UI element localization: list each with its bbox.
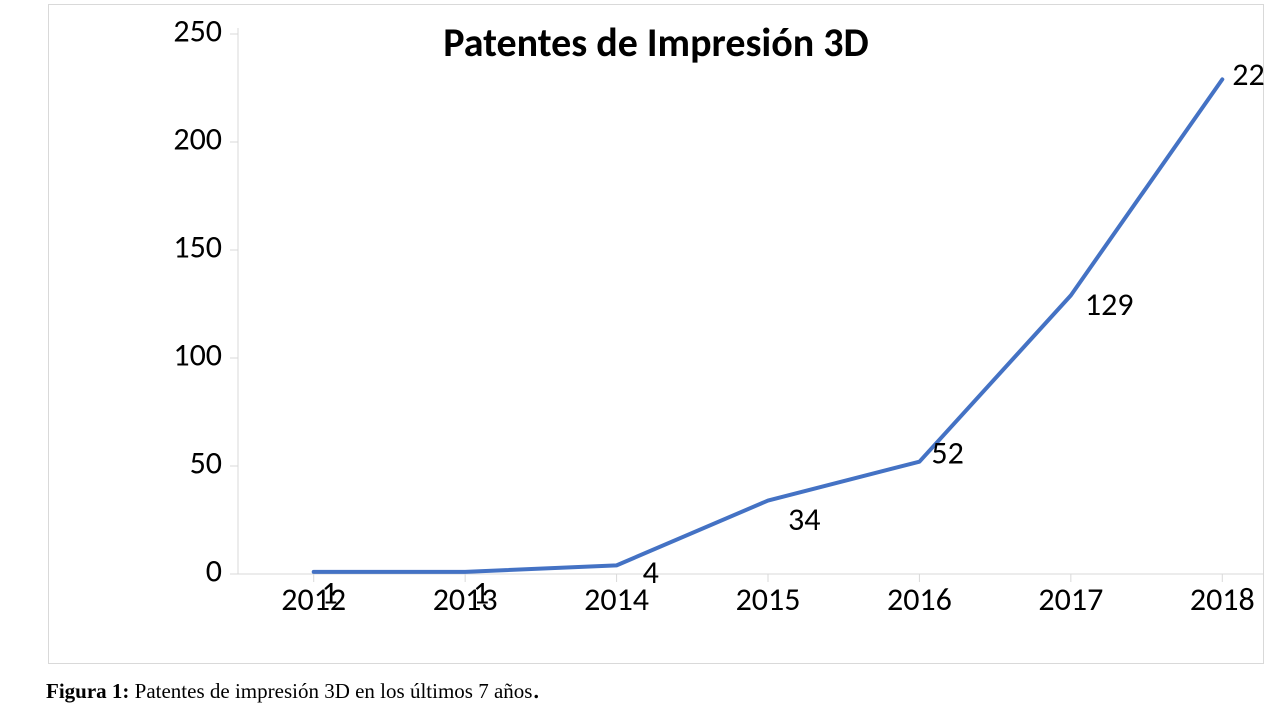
caption-text: Patentes de impresión 3D en los últimos … [129,679,532,703]
svg-text:150: 150 [173,228,222,267]
figure-caption: Figura 1: Patentes de impresión 3D en lo… [46,672,540,706]
chart-plot: 0501001502002502012201320142015201620172… [48,4,1264,664]
caption-label: Figura 1: [46,679,129,703]
svg-text:2016: 2016 [887,580,952,619]
svg-text:100: 100 [173,336,222,375]
svg-text:50: 50 [190,444,222,483]
svg-text:2018: 2018 [1190,580,1255,619]
svg-text:1: 1 [322,573,338,612]
svg-text:4: 4 [643,553,659,592]
svg-text:250: 250 [173,12,222,51]
svg-text:129: 129 [1085,285,1134,324]
svg-text:1: 1 [473,573,489,612]
svg-text:0: 0 [206,552,222,591]
svg-text:34: 34 [788,500,820,539]
svg-text:2017: 2017 [1038,580,1103,619]
svg-text:2014: 2014 [584,580,649,619]
svg-text:200: 200 [173,120,222,159]
svg-text:229: 229 [1232,55,1264,94]
caption-period: . [532,672,540,705]
svg-text:52: 52 [931,433,963,472]
svg-text:2015: 2015 [736,580,801,619]
